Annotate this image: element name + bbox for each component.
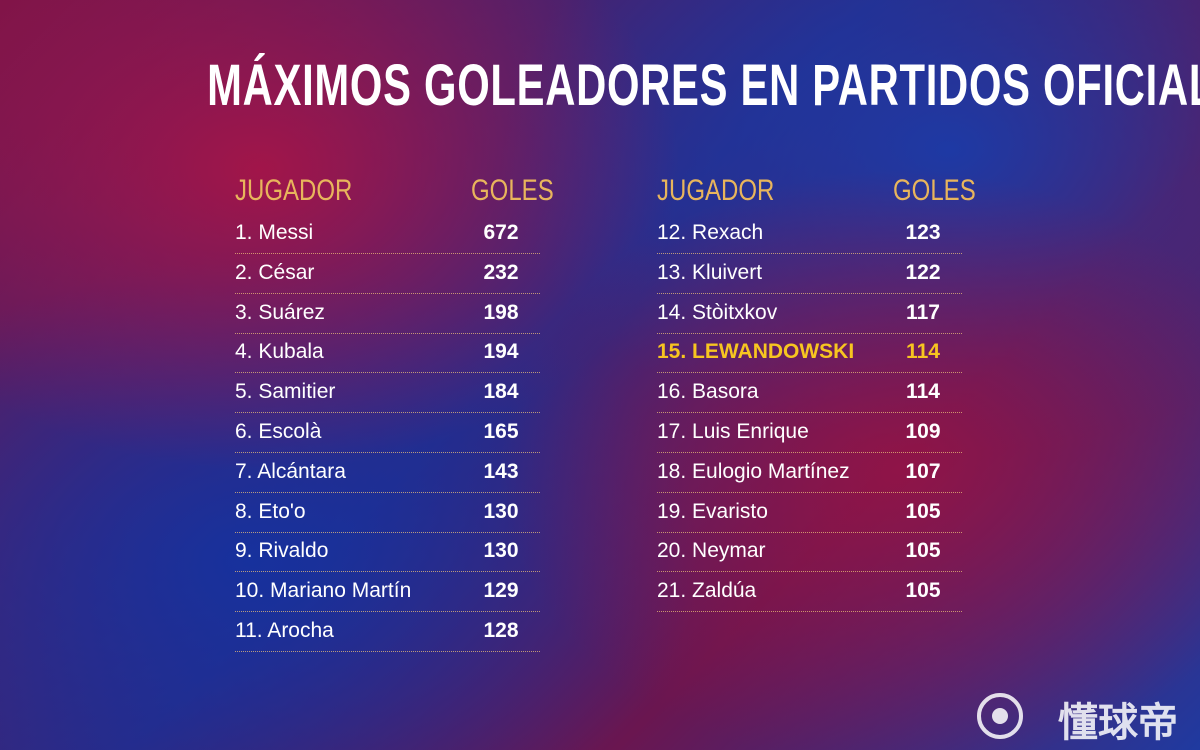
- player-name: 2. César: [235, 260, 315, 284]
- row-separator: [235, 292, 540, 294]
- goals-value: 194: [483, 340, 519, 364]
- row-separator: [657, 491, 962, 493]
- row-separator: [235, 531, 540, 533]
- player-name: 11. Arocha: [235, 619, 334, 642]
- row-separator: [235, 611, 540, 613]
- row-separator: [235, 372, 540, 374]
- goals-value: 122: [905, 260, 941, 284]
- goals-value: 128: [483, 619, 519, 642]
- title-wrap: MÁXIMOS GOLEADORES EN PARTIDOS OFICIALES: [0, 52, 1200, 119]
- row-separator: [235, 571, 540, 573]
- goals-value: 117: [906, 300, 940, 324]
- goals-value: 198: [483, 300, 519, 324]
- player-name: 21. Zaldúa: [657, 579, 757, 603]
- player-name: 4. Kubala: [235, 340, 324, 364]
- header-player: JUGADOR: [657, 174, 804, 208]
- goals-value: 672: [483, 221, 519, 244]
- row-separator: [657, 292, 962, 294]
- player-name: 8. Eto'o: [235, 499, 306, 523]
- player-name: 10. Mariano Martín: [235, 579, 412, 603]
- goals-value: 165: [483, 420, 519, 443]
- goals-value: 129: [483, 579, 519, 603]
- header-goals: GOLES: [471, 174, 574, 208]
- goals-value: 130: [483, 539, 519, 563]
- goals-value: 105: [905, 579, 941, 603]
- row-separator: [657, 571, 962, 573]
- row-separator: [657, 452, 962, 453]
- header-text: JUGADOR: [657, 174, 775, 207]
- goals-value: 184: [483, 380, 519, 404]
- player-name: 5. Samitier: [235, 380, 336, 404]
- player-name: 19. Evaristo: [657, 499, 768, 523]
- goals-value: 105: [905, 499, 941, 523]
- goals-value: 143: [483, 459, 519, 483]
- player-name: 20. Neymar: [657, 539, 766, 563]
- watermark: 懂球帝: [1058, 701, 1178, 745]
- player-name: 3. Suárez: [235, 300, 325, 324]
- title: MÁXIMOS GOLEADORES EN PARTIDOS OFICIALES: [207, 53, 1200, 118]
- row-separator: [657, 253, 962, 254]
- row-separator: [657, 611, 962, 613]
- goals-value: 130: [483, 499, 519, 523]
- row-separator: [657, 372, 962, 374]
- player-name: 16. Basora: [657, 380, 759, 404]
- player-name: 7. Alcántara: [235, 459, 346, 483]
- row-separator: [235, 253, 540, 254]
- goals-value: 123: [905, 221, 941, 244]
- goals-value: 107: [905, 459, 941, 483]
- header-text: JUGADOR: [235, 174, 353, 207]
- goals-value: 232: [483, 260, 519, 284]
- row-separator: [657, 412, 962, 414]
- goals-value: 105: [905, 539, 941, 563]
- player-name: 1. Messi: [235, 221, 314, 244]
- player-name: 14. Stòitxkov: [657, 300, 778, 324]
- player-name: 17. Luis Enrique: [657, 420, 809, 443]
- row-separator: [235, 332, 540, 334]
- player-name: 18. Eulogio Martínez: [657, 459, 850, 483]
- header-text: GOLES: [471, 174, 554, 207]
- row-separator: [235, 452, 540, 453]
- player-name: 6. Escolà: [235, 420, 322, 443]
- row-separator: [657, 531, 962, 533]
- row-separator: [235, 651, 540, 652]
- header-text: GOLES: [893, 174, 976, 207]
- row-separator: [235, 491, 540, 493]
- goals-value: 114: [906, 380, 940, 404]
- goals-value: 109: [905, 420, 941, 443]
- goals-value: 114: [906, 340, 940, 364]
- header-player: JUGADOR: [235, 174, 382, 208]
- row-separator: [235, 412, 540, 414]
- header-goals: GOLES: [893, 174, 996, 208]
- player-name: 13. Kluivert: [657, 260, 763, 284]
- player-name: 15. LEWANDOWSKI: [657, 340, 855, 364]
- player-name: 12. Rexach: [657, 221, 764, 244]
- watermark-logo: [977, 693, 1023, 739]
- row-separator: [657, 332, 962, 334]
- player-name: 9. Rivaldo: [235, 539, 329, 563]
